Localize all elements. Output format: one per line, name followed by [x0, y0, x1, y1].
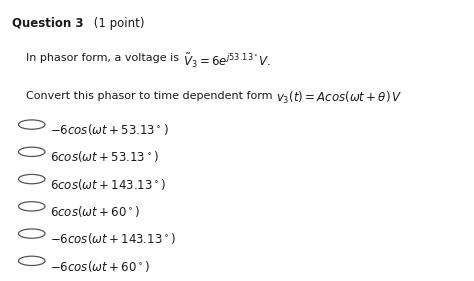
Text: Question 3: Question 3: [12, 17, 83, 30]
Text: $-6cos(\omega t + 60^\circ)$: $-6cos(\omega t + 60^\circ)$: [50, 259, 150, 273]
Text: $6cos(\omega t + 143.13^\circ)$: $6cos(\omega t + 143.13^\circ)$: [50, 177, 166, 192]
Text: $v_3(t) = Acos(\omega t + \theta)\,V$: $v_3(t) = Acos(\omega t + \theta)\,V$: [276, 90, 402, 106]
Text: $6cos(\omega t + 60^\circ)$: $6cos(\omega t + 60^\circ)$: [50, 204, 140, 219]
Text: $\tilde{V}_3 = 6e^{j53.13^\circ}V.$: $\tilde{V}_3 = 6e^{j53.13^\circ}V.$: [182, 52, 271, 71]
Text: In phasor form, a voltage is: In phasor form, a voltage is: [26, 53, 182, 64]
Text: $6cos(\omega t + 53.13^\circ)$: $6cos(\omega t + 53.13^\circ)$: [50, 149, 158, 164]
Text: Convert this phasor to time dependent form: Convert this phasor to time dependent fo…: [26, 91, 276, 101]
Text: $-6cos(\omega t + 53.13^\circ)$: $-6cos(\omega t + 53.13^\circ)$: [50, 122, 168, 137]
Text: (1 point): (1 point): [90, 17, 145, 30]
Text: $-6cos(\omega t + 143.13^\circ)$: $-6cos(\omega t + 143.13^\circ)$: [50, 231, 176, 246]
